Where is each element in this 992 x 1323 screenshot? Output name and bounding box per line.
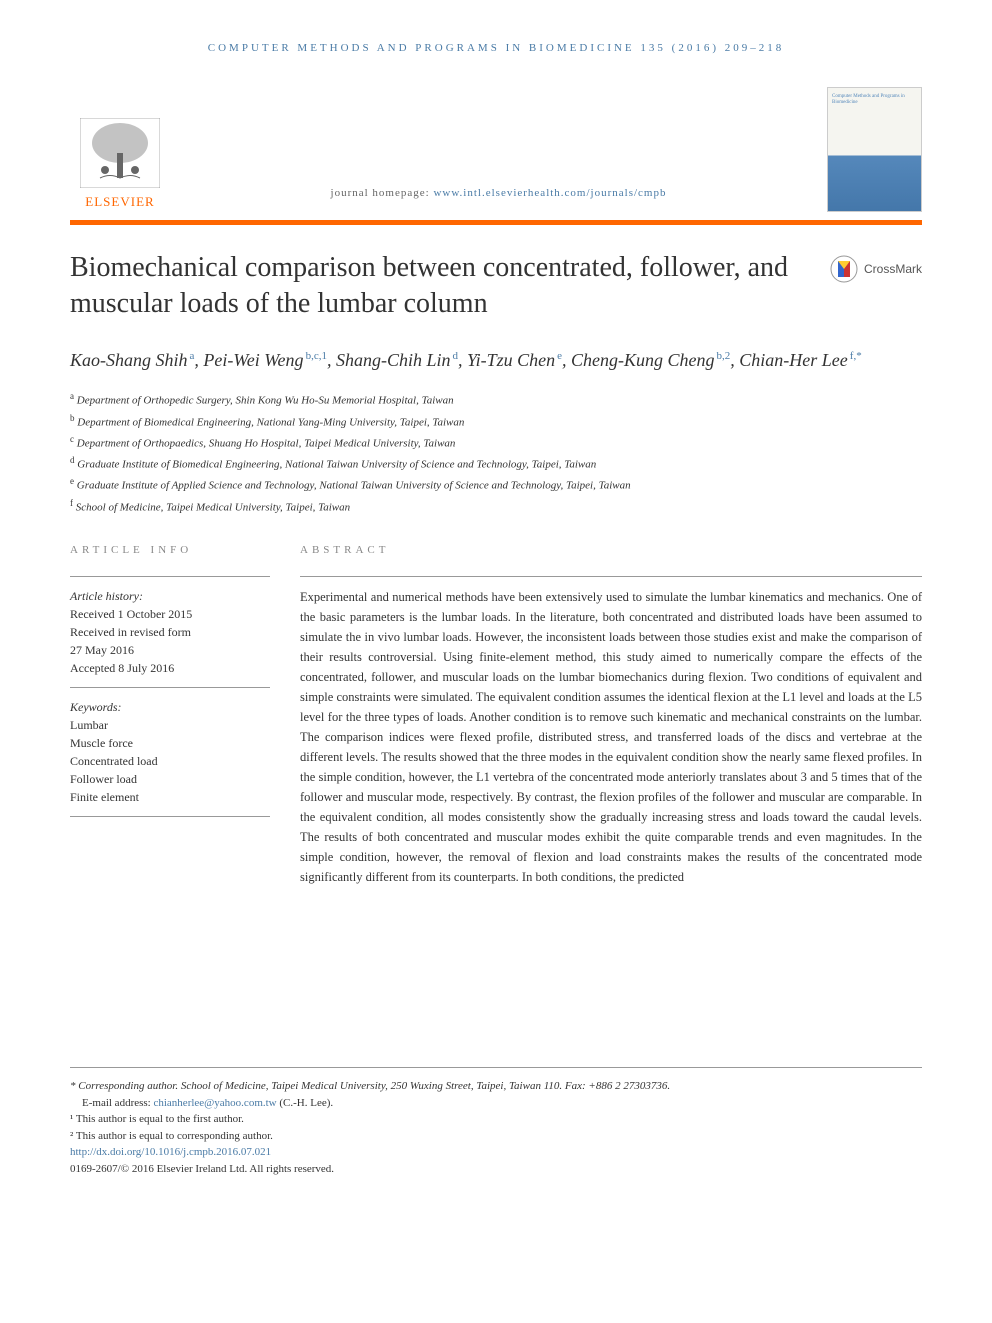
journal-homepage-link[interactable]: www.intl.elsevierhealth.com/journals/cmp… bbox=[433, 187, 666, 199]
author-name: Kao-Shang Shih bbox=[70, 350, 188, 370]
author-name: Pei-Wei Weng bbox=[203, 350, 303, 370]
orange-divider-bar bbox=[70, 220, 922, 225]
author-affil-sup: a bbox=[190, 350, 195, 362]
author-affil-sup: e bbox=[557, 350, 562, 362]
keywords-label: Keywords: bbox=[70, 698, 270, 716]
doi-link[interactable]: http://dx.doi.org/10.1016/j.cmpb.2016.07… bbox=[70, 1146, 271, 1158]
abstract-header: ABSTRACT bbox=[300, 542, 922, 567]
running-header: COMPUTER METHODS AND PROGRAMS IN BIOMEDI… bbox=[70, 40, 922, 57]
keyword-item: Lumbar bbox=[70, 716, 270, 734]
article-history-block: Article history: Received 1 October 2015… bbox=[70, 576, 270, 688]
history-line: Accepted 8 July 2016 bbox=[70, 659, 270, 677]
author-name: Chian-Her Lee bbox=[739, 350, 847, 370]
crossmark-label: CrossMark bbox=[864, 260, 922, 278]
affiliation-line: b Department of Biomedical Engineering, … bbox=[70, 411, 922, 432]
email-link[interactable]: chianherlee@yahoo.com.tw bbox=[153, 1097, 276, 1109]
footnote-1: ¹ This author is equal to the first auth… bbox=[70, 1111, 922, 1128]
journal-cover-title: Computer Methods and Programs in Biomedi… bbox=[828, 88, 921, 112]
crossmark-icon bbox=[830, 255, 858, 283]
author-name: Cheng-Kung Cheng bbox=[571, 350, 715, 370]
article-info-column: ARTICLE INFO Article history: Received 1… bbox=[70, 542, 270, 888]
journal-homepage: journal homepage: www.intl.elsevierhealt… bbox=[170, 185, 827, 212]
affiliation-line: c Department of Orthopaedics, Shuang Ho … bbox=[70, 432, 922, 453]
email-line: E-mail address: chianherlee@yahoo.com.tw… bbox=[70, 1095, 922, 1112]
author-name: Shang-Chih Lin bbox=[336, 350, 451, 370]
affiliation-line: f School of Medicine, Taipei Medical Uni… bbox=[70, 496, 922, 517]
keyword-item: Finite element bbox=[70, 788, 270, 806]
history-line: 27 May 2016 bbox=[70, 641, 270, 659]
article-history-label: Article history: bbox=[70, 587, 270, 605]
affiliation-line: a Department of Orthopedic Surgery, Shin… bbox=[70, 389, 922, 410]
affiliation-line: d Graduate Institute of Biomedical Engin… bbox=[70, 453, 922, 474]
author-affil-sup: b,2 bbox=[717, 350, 731, 362]
author-name: Yi-Tzu Chen bbox=[467, 350, 555, 370]
header-row: ELSEVIER journal homepage: www.intl.else… bbox=[70, 87, 922, 212]
authors-list: Kao-Shang Shiha, Pei-Wei Wengb,c,1, Shan… bbox=[70, 347, 922, 374]
history-line: Received in revised form bbox=[70, 623, 270, 641]
keywords-block: Keywords: LumbarMuscle forceConcentrated… bbox=[70, 688, 270, 817]
abstract-text: Experimental and numerical methods have … bbox=[300, 576, 922, 887]
corresponding-author-note: * Corresponding author. School of Medici… bbox=[70, 1078, 922, 1095]
affiliations-list: a Department of Orthopedic Surgery, Shin… bbox=[70, 389, 922, 517]
article-info-header: ARTICLE INFO bbox=[70, 542, 270, 567]
abstract-column: ABSTRACT Experimental and numerical meth… bbox=[300, 542, 922, 888]
article-title: Biomechanical comparison between concent… bbox=[70, 250, 830, 323]
author-affil-sup: f,* bbox=[850, 350, 862, 362]
elsevier-text: ELSEVIER bbox=[85, 192, 154, 212]
copyright-line: 0169-2607/© 2016 Elsevier Ireland Ltd. A… bbox=[70, 1161, 922, 1178]
footnote-2: ² This author is equal to corresponding … bbox=[70, 1128, 922, 1145]
author-affil-sup: d bbox=[452, 350, 458, 362]
journal-homepage-label: journal homepage: bbox=[331, 187, 434, 199]
content-row: ARTICLE INFO Article history: Received 1… bbox=[70, 542, 922, 888]
history-line: Received 1 October 2015 bbox=[70, 605, 270, 623]
crossmark-badge[interactable]: CrossMark bbox=[830, 255, 922, 283]
author-affil-sup: b,c,1 bbox=[306, 350, 327, 362]
elsevier-logo[interactable]: ELSEVIER bbox=[70, 112, 170, 212]
elsevier-tree-icon bbox=[80, 118, 160, 188]
title-row: Biomechanical comparison between concent… bbox=[70, 250, 922, 323]
keyword-item: Concentrated load bbox=[70, 752, 270, 770]
footnotes-block: * Corresponding author. School of Medici… bbox=[70, 1067, 922, 1177]
keyword-item: Follower load bbox=[70, 770, 270, 788]
keyword-item: Muscle force bbox=[70, 734, 270, 752]
affiliation-line: e Graduate Institute of Applied Science … bbox=[70, 474, 922, 495]
journal-cover[interactable]: Computer Methods and Programs in Biomedi… bbox=[827, 87, 922, 212]
